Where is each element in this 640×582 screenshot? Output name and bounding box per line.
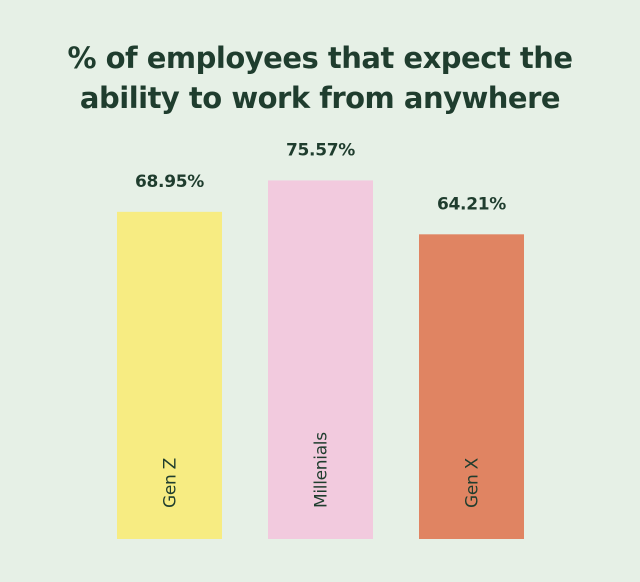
category-label-gen-z: Gen Z xyxy=(161,458,181,508)
bar-millenials xyxy=(268,180,373,539)
bar-gen-x xyxy=(419,234,524,539)
category-label-gen-x: Gen X xyxy=(463,457,483,508)
category-label-millenials: Millenials xyxy=(312,432,332,508)
chart-title: % of employees that expect the ability t… xyxy=(67,41,573,115)
data-label-gen-z: 68.95% xyxy=(135,172,204,192)
bar-gen-z xyxy=(117,211,222,539)
data-label-gen-x: 64.21% xyxy=(437,194,506,214)
data-label-millenials: 75.57% xyxy=(286,140,355,160)
